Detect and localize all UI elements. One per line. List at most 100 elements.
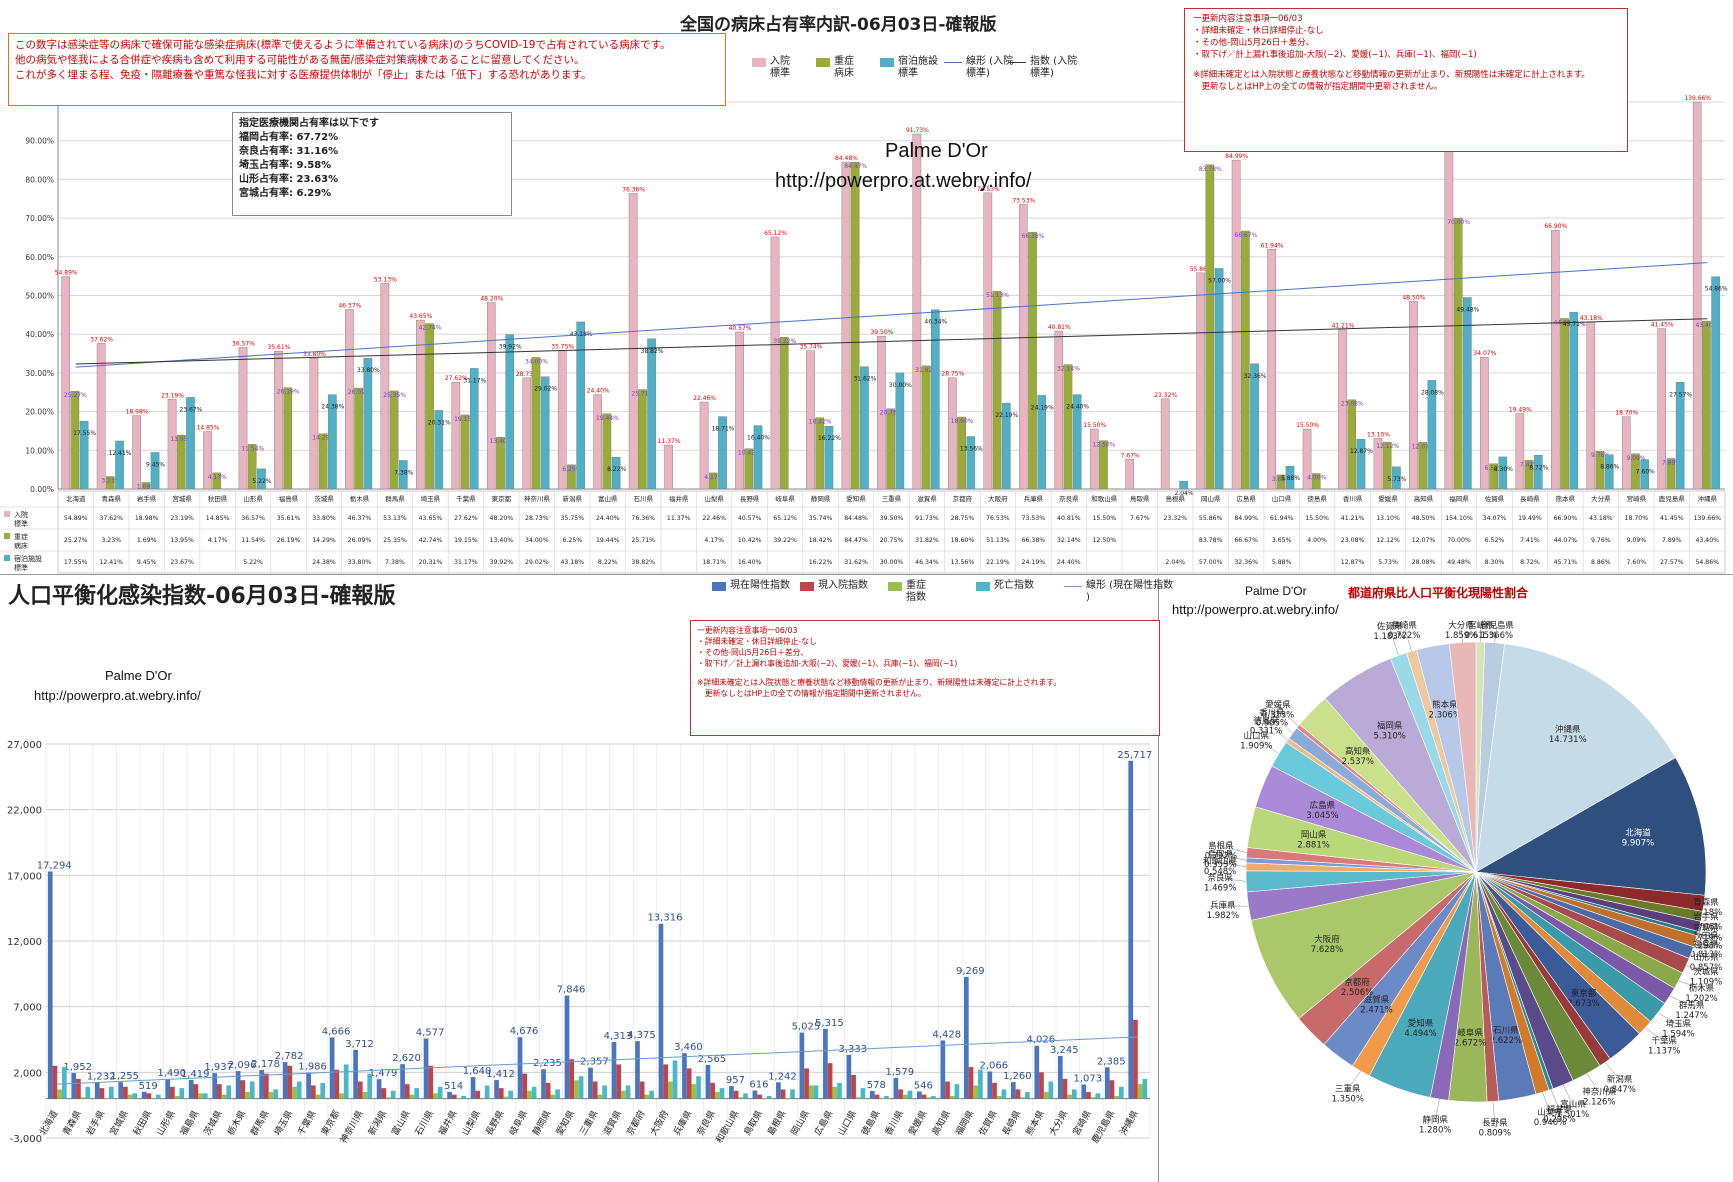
category-label: 岩手県 [137,494,157,503]
rate-line: 山形占有率: 23.63% [239,174,339,185]
slice-label: 埼玉県 [1666,1019,1692,1030]
data-label: 14.85% [197,425,220,432]
data-label: 2,565 [698,1054,727,1065]
bar [1702,320,1711,490]
category-label: 福井県 [436,1108,460,1137]
slice-value: 0.706% [1690,922,1722,932]
category-label: 長野県 [484,1109,507,1138]
data-label: 1,242 [768,1071,797,1082]
data-label: 4,428 [933,1029,962,1040]
bar [389,390,399,490]
bar [1560,318,1569,490]
bar [249,1081,255,1099]
table-cell: 9.09% [1627,537,1647,544]
table-cell: 11.54% [241,537,265,544]
bar [47,871,53,1099]
update-line: ・詳細未確定・休日詳細停止-なし [697,637,817,646]
update-line: 一更新内容注意事項一06/03 [697,626,798,635]
bar [752,1090,758,1099]
table-cell: 29.02% [525,559,549,566]
category-label: 愛媛県 [1378,494,1398,503]
data-label: 13.40% [490,438,513,445]
category-label: 富山県 [598,494,618,503]
bar [409,1094,415,1099]
bar [343,1064,349,1099]
y-tick-label: 27,000 [7,740,42,751]
bar [954,1084,960,1099]
category-label: 鹿児島県 [1659,494,1686,503]
data-label: 35.74% [800,344,823,351]
bar [780,1089,786,1099]
table-cell: 8.72% [1520,559,1540,566]
data-label: 37.62% [90,336,113,343]
data-label: 48.20% [480,295,503,302]
data-label: 54.89% [55,270,78,277]
bar [494,1080,499,1099]
bar [400,1064,405,1099]
table-cell: 26.09% [348,537,372,544]
category-label: 岐阜県 [775,494,795,503]
category-label: 福島県 [279,494,299,503]
data-label: 84.47% [844,163,867,170]
bar [672,1060,678,1099]
category-label: 東京都 [318,1108,342,1137]
bottom-legend: 現在陽性指数 現入院指数 重症 指数 死亡指数 線形 (現在陽性指数 ) [712,580,1173,610]
bar [1072,394,1082,490]
y-tick-label: 20.00% [25,408,54,417]
bar [870,1091,875,1099]
table-cell: 18.42% [809,537,833,544]
leader-line [1644,1027,1665,1042]
slice-value: 2.126% [1583,1097,1615,1107]
data-label: 2,066 [979,1060,1008,1071]
data-label: 13.95% [170,436,193,443]
leader-line [1220,878,1247,882]
bar [1196,272,1205,490]
bar [616,1064,622,1099]
bar [381,1088,387,1099]
data-label: 4,676 [510,1026,539,1037]
bar [498,1088,504,1099]
update-line: 更新なしとはHP上の全ての情報が指定期間中更新されません。 [1193,82,1443,92]
bar [948,377,957,490]
data-label: 66.90% [1544,223,1567,230]
slice-value: 0.298% [1690,942,1722,952]
category-label: 群馬県 [385,494,405,503]
data-label: 39.22% [773,338,796,345]
data-label: 35.61% [268,344,291,351]
bar [663,1064,668,1099]
legend-label: 死亡指数 [994,580,1034,591]
update-line: ※詳細未確定とは入院状態と療養状態など移動情報の更新が止まり、新規陽性は未確定に… [697,678,1062,687]
update-line: ・その他-岡山5月26日＋差分、 [697,648,809,657]
table-cell: 25.27% [64,537,88,544]
table-cell: 4.00% [1307,537,1327,544]
slice-label: 宮崎県 [1468,620,1494,631]
bar [274,350,283,490]
data-label: 8.30% [1494,466,1513,473]
leader-line [1691,952,1707,959]
table-cell: 15.50% [1305,515,1329,522]
legend-swatch [976,582,990,591]
leader-line [1277,705,1299,727]
data-label: 12.07% [1412,443,1435,450]
bar [106,476,115,490]
bar [451,381,461,490]
category-label: 栃木県 [350,494,370,503]
table-cell: 19.15% [454,537,478,544]
bar [165,1079,171,1099]
category-label: 岡山県 [1201,494,1221,503]
bar [846,1054,852,1099]
data-label: 23.32% [1154,392,1177,399]
section-divider-vertical [1158,578,1159,1182]
table-cell: 2.04% [1165,559,1185,566]
data-label: 24.19% [1031,404,1054,411]
table-cell: 12.87% [1341,559,1365,566]
bar [127,1094,133,1099]
bar [212,1073,218,1099]
data-label: 3.23% [101,477,120,484]
data-label: 26.09% [348,389,371,396]
data-label: 43.65% [409,313,432,320]
y-tick-label: 0.00% [30,485,54,494]
table-cell: 34.00% [525,537,549,544]
data-label: 25,717 [1117,750,1152,761]
bar [329,1037,335,1099]
